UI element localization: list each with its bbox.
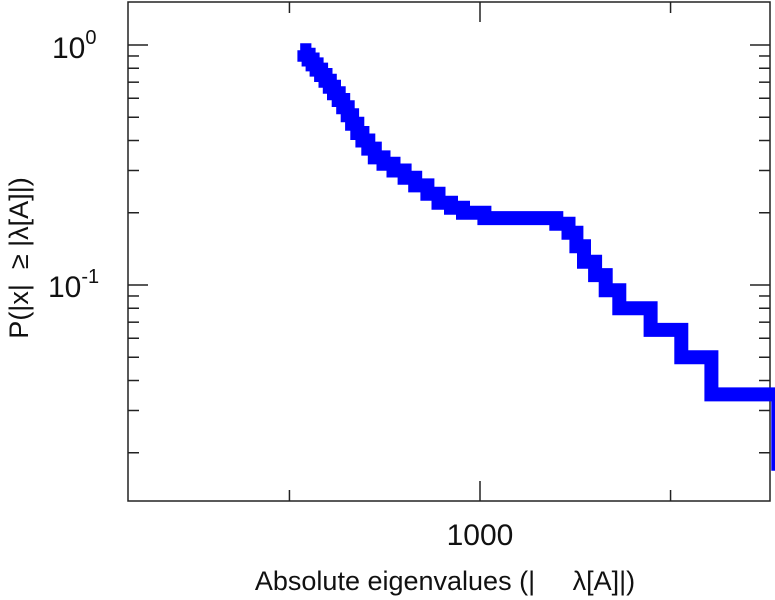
x-tick-label-1000: 1000 xyxy=(447,519,514,552)
y-tick-label-10-0-exp: 0 xyxy=(85,27,96,49)
y-axis-label: P(|x| ≥ |λ[A]|) xyxy=(4,177,34,338)
series-0-line xyxy=(297,43,775,471)
y-tick-label-10-minus1-exp: -1 xyxy=(81,266,99,288)
y-tick-label-10-0-base: 10 xyxy=(52,32,85,65)
x-axis-label: Absolute eigenvalues (| λ[A]|) xyxy=(255,566,635,596)
y-tick-label-10-minus1: 10-1 xyxy=(48,266,99,304)
plot-frame xyxy=(127,1,771,502)
axis-ticks xyxy=(128,2,770,501)
y-tick-label-10-minus1-base: 10 xyxy=(48,271,81,304)
y-tick-label-10-0: 100 xyxy=(52,27,97,65)
